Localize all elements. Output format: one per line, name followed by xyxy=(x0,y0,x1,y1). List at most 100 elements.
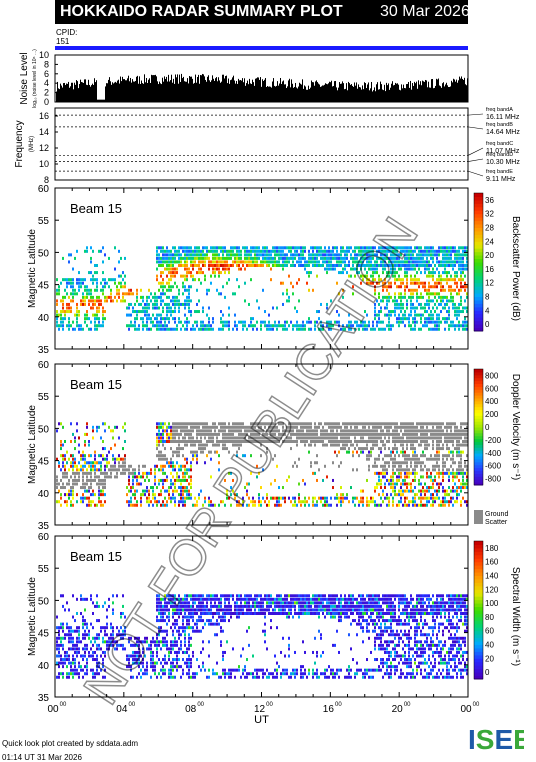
data-cell xyxy=(430,292,432,295)
data-cell xyxy=(166,257,168,260)
data-cell xyxy=(108,296,110,299)
data-cell xyxy=(364,426,366,429)
noise-ylabel: Noise Level xyxy=(19,52,30,104)
data-cell xyxy=(80,324,82,327)
data-cell xyxy=(130,465,132,468)
data-cell xyxy=(430,321,432,324)
data-cell xyxy=(386,468,388,471)
data-cell xyxy=(164,429,166,432)
data-cell xyxy=(394,458,396,461)
data-cell xyxy=(438,472,440,475)
data-cell xyxy=(450,324,452,327)
data-cell xyxy=(178,250,180,253)
noise-bar xyxy=(388,83,389,102)
data-cell xyxy=(130,324,132,327)
data-cell xyxy=(324,465,326,468)
data-cell xyxy=(56,475,58,478)
noise-bar xyxy=(147,83,148,102)
data-cell xyxy=(434,264,436,267)
data-cell xyxy=(206,426,208,429)
data-cell xyxy=(142,324,144,327)
data-cell xyxy=(202,321,204,324)
colorbar-tick-label: 8 xyxy=(485,293,490,302)
data-cell xyxy=(226,260,228,263)
data-cell xyxy=(436,324,438,327)
data-cell xyxy=(322,444,324,447)
data-cell xyxy=(338,260,340,263)
data-cell xyxy=(172,454,174,457)
data-cell xyxy=(412,282,414,285)
noise-bar xyxy=(98,100,99,102)
data-cell xyxy=(332,422,334,425)
data-cell xyxy=(404,479,406,482)
data-cell xyxy=(392,447,394,450)
data-cell xyxy=(416,292,418,295)
data-cell xyxy=(192,444,194,447)
data-cell xyxy=(404,490,406,493)
data-cell xyxy=(98,468,100,471)
data-cell xyxy=(104,447,106,450)
data-cell xyxy=(214,264,216,267)
data-cell xyxy=(168,289,170,292)
data-cell xyxy=(442,260,444,263)
data-cell xyxy=(98,482,100,485)
data-cell xyxy=(392,490,394,493)
data-cell xyxy=(308,260,310,263)
data-cell xyxy=(124,292,126,295)
noise-bar xyxy=(418,80,419,102)
data-cell xyxy=(202,306,204,309)
noise-bar xyxy=(304,85,305,102)
colorbar-tick-label: 32 xyxy=(485,210,494,219)
data-cell xyxy=(66,303,68,306)
data-cell xyxy=(282,324,284,327)
data-cell xyxy=(298,278,300,281)
noise-bar xyxy=(465,84,466,102)
data-cell xyxy=(86,246,88,249)
data-cell xyxy=(186,440,188,443)
data-cell xyxy=(130,486,132,489)
data-cell xyxy=(70,465,72,468)
data-cell xyxy=(98,426,100,429)
data-cell xyxy=(156,296,158,299)
data-cell xyxy=(186,433,188,436)
data-cell xyxy=(194,328,196,331)
data-cell xyxy=(262,253,264,256)
data-cell xyxy=(194,260,196,263)
data-cell xyxy=(398,317,400,320)
data-cell xyxy=(116,468,118,471)
data-cell xyxy=(412,429,414,432)
data-cell xyxy=(362,422,364,425)
data-cell xyxy=(336,454,338,457)
data-cell xyxy=(184,458,186,461)
data-cell xyxy=(378,493,380,496)
data-cell xyxy=(444,500,446,503)
data-cell xyxy=(316,260,318,263)
data-cell xyxy=(440,482,442,485)
data-cell xyxy=(184,433,186,436)
noise-bar xyxy=(66,83,67,102)
data-cell xyxy=(446,472,448,475)
data-cell xyxy=(326,257,328,260)
data-cell xyxy=(450,253,452,256)
data-cell xyxy=(390,310,392,313)
data-cell xyxy=(278,321,280,324)
data-cell xyxy=(418,268,420,271)
data-cell xyxy=(180,260,182,263)
data-cell xyxy=(442,278,444,281)
noise-bar xyxy=(349,83,350,102)
data-cell xyxy=(460,486,462,489)
data-cell xyxy=(94,461,96,464)
lat-tick-label: 55 xyxy=(38,392,50,403)
data-cell xyxy=(64,440,66,443)
data-cell xyxy=(392,479,394,482)
data-cell xyxy=(86,482,88,485)
data-cell xyxy=(118,461,120,464)
data-cell xyxy=(60,314,62,317)
data-cell xyxy=(100,472,102,475)
data-cell xyxy=(164,253,166,256)
data-cell xyxy=(72,490,74,493)
data-cell xyxy=(166,490,168,493)
data-cell xyxy=(398,454,400,457)
data-cell xyxy=(186,486,188,489)
data-cell xyxy=(66,306,68,309)
